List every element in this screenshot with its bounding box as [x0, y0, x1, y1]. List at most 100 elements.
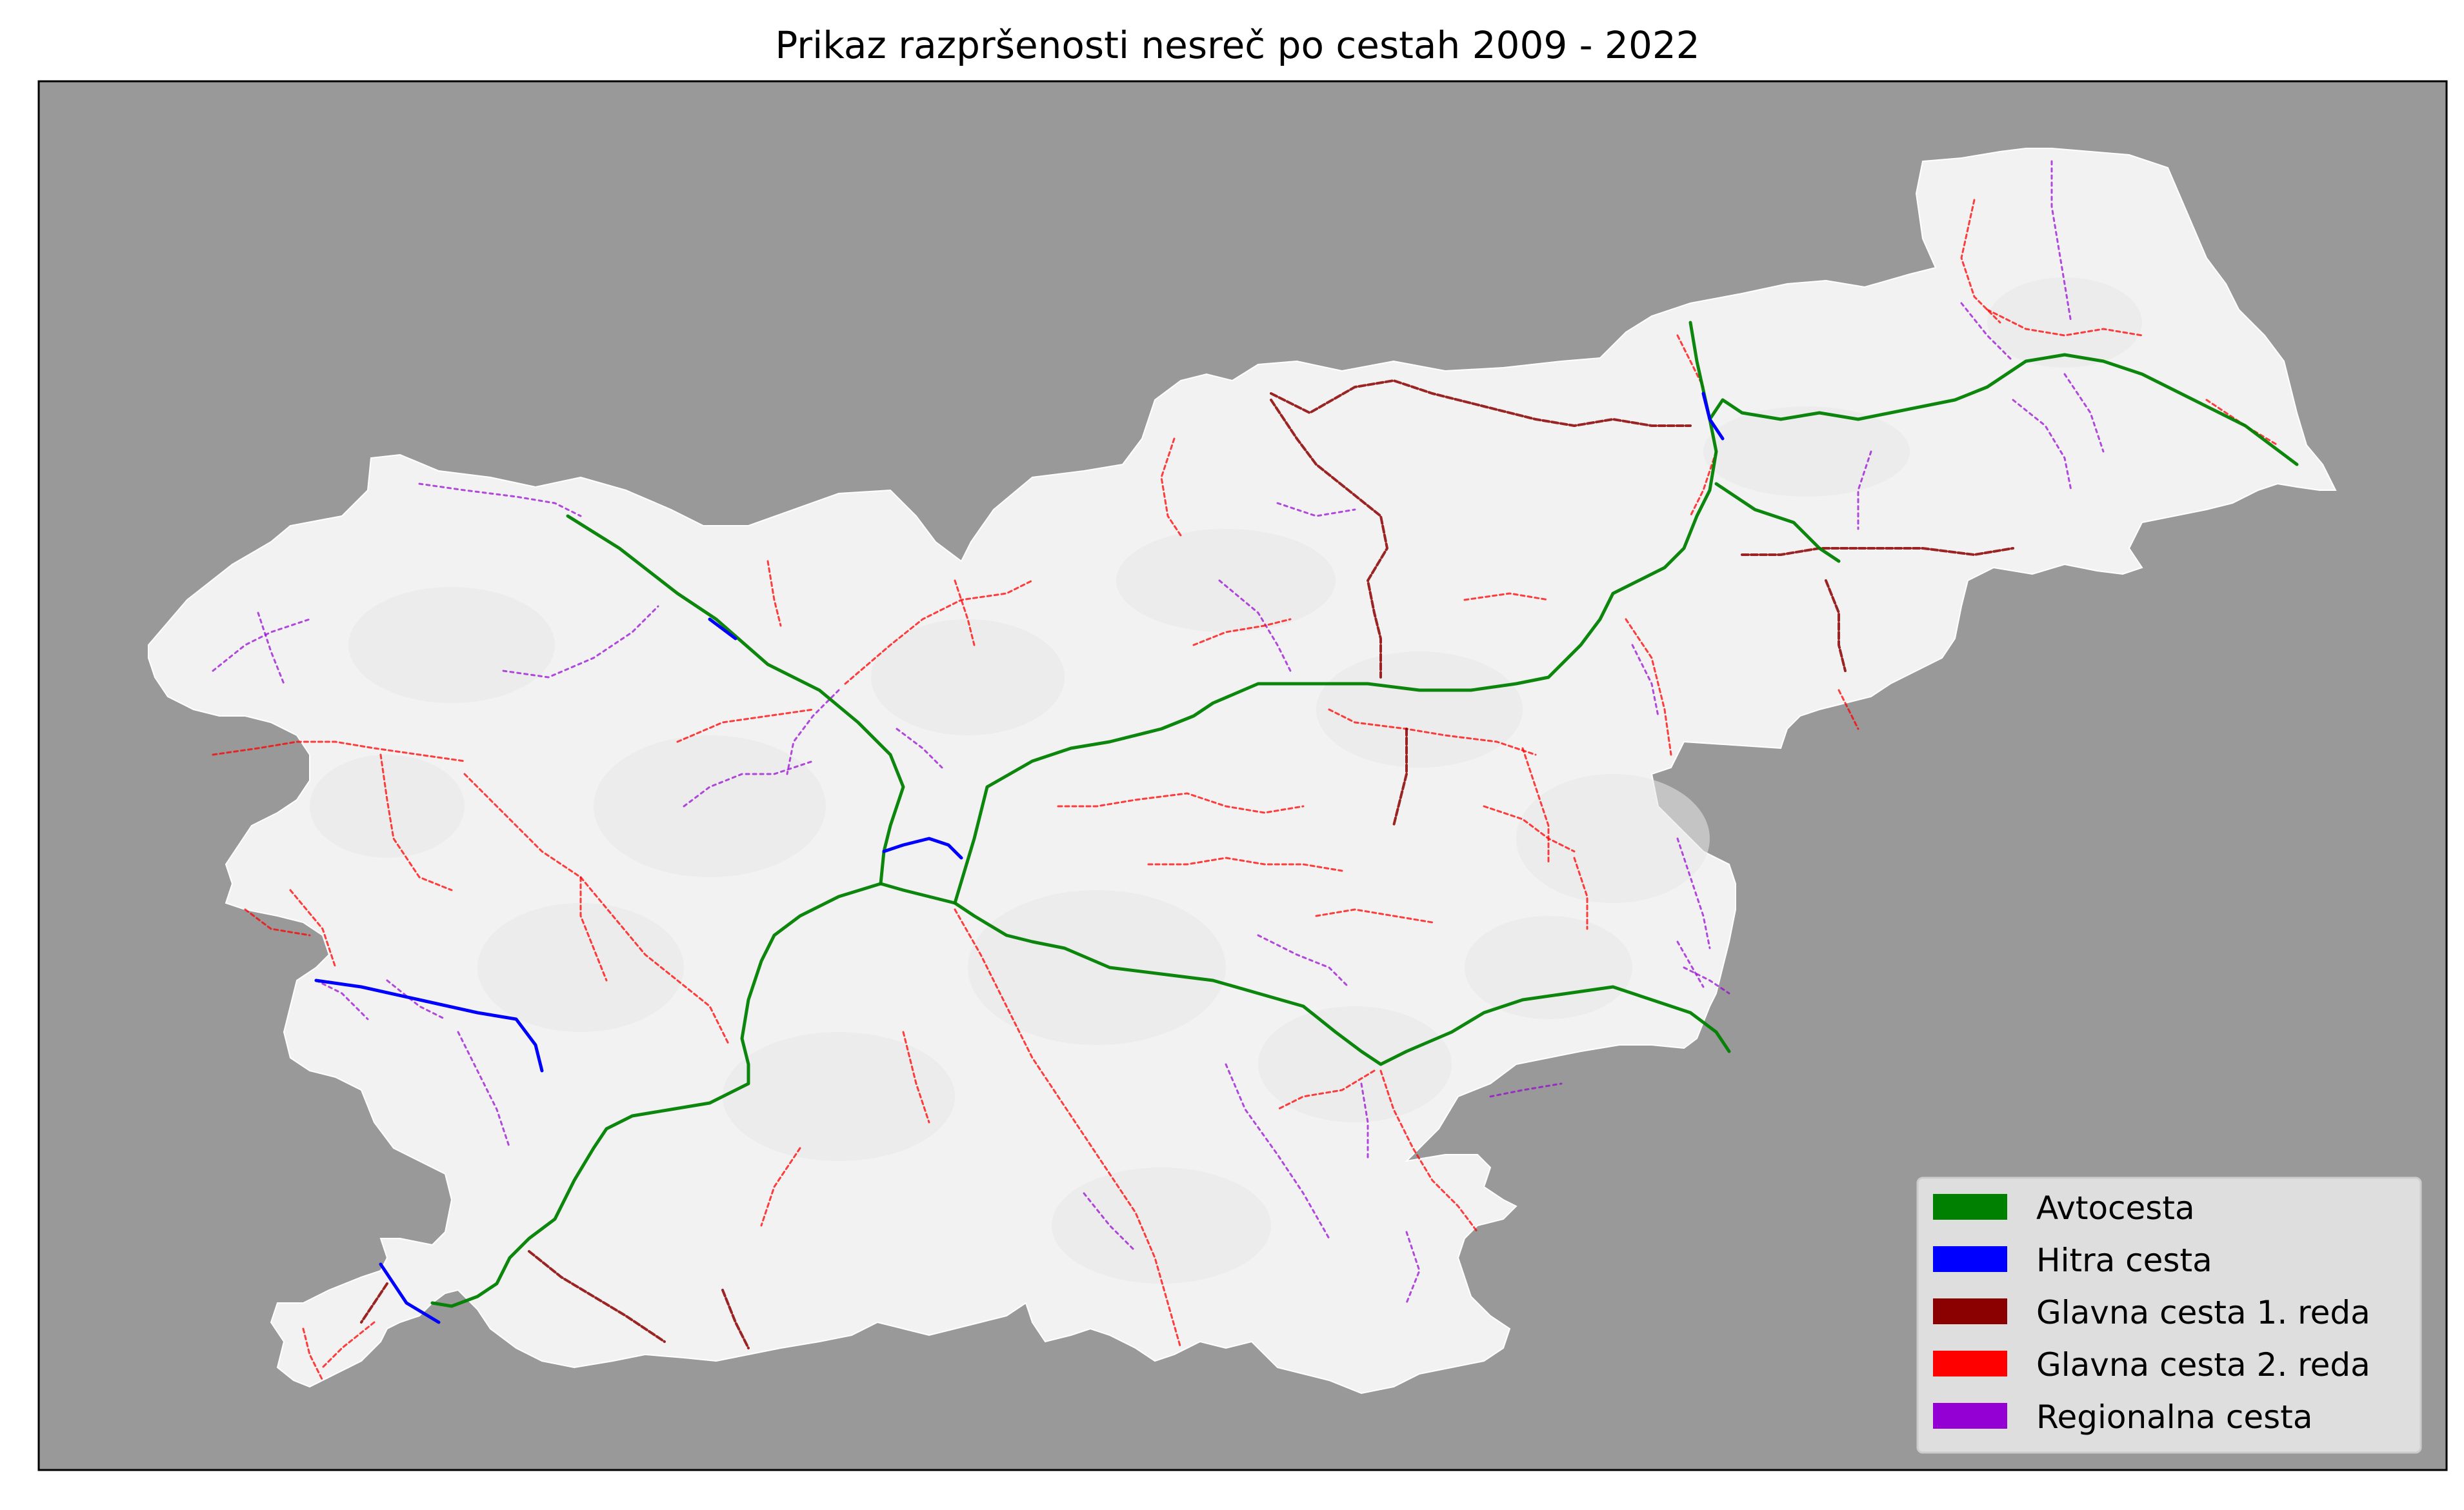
road-glavna2 — [1676, 334, 1705, 388]
road-regionalna — [1257, 934, 1350, 988]
shade-region — [1052, 1167, 1271, 1284]
road-glavna2 — [289, 889, 337, 969]
legend-label-glavna-cesta-1: Glavna cesta 1. reda — [2036, 1294, 2370, 1331]
legend-label-hitra-cesta: Hitra cesta — [2036, 1242, 2212, 1279]
road-glavna2 — [902, 1031, 930, 1124]
road-regionalna — [1276, 502, 1356, 517]
road-glavna2 — [1147, 857, 1343, 872]
legend-swatch-glavna-cesta-1 — [1933, 1298, 2007, 1324]
shade-region — [1703, 406, 1910, 497]
road-regionalna — [1083, 1192, 1137, 1253]
road-glavna2 — [212, 740, 466, 762]
road-hitra — [1701, 392, 1725, 441]
road-glavna2 — [844, 579, 1034, 685]
road-regionalna — [1218, 579, 1292, 672]
legend-box — [1916, 1177, 2422, 1454]
road-regionalna — [1489, 1082, 1563, 1098]
road-glavna2 — [954, 579, 976, 646]
road-glavna2 — [1625, 618, 1672, 756]
road-hitra — [708, 617, 737, 641]
legend-label-regionalna-cesta: Regionalna cesta — [2036, 1398, 2312, 1436]
road-regionalna — [1857, 450, 1872, 530]
road-glavna2 — [1960, 199, 2001, 324]
road-glavna1 — [721, 1289, 750, 1349]
road-hitra — [314, 979, 544, 1073]
road-network — [212, 160, 2299, 1382]
road-regionalna — [2063, 373, 2105, 453]
road-glavna2 — [579, 876, 608, 982]
road-glavna2 — [1689, 450, 1718, 517]
shade-region — [871, 619, 1065, 735]
shade-region — [477, 903, 684, 1032]
road-regionalna — [315, 979, 369, 1020]
road-glavna2 — [1986, 308, 2143, 337]
road-glavna2 — [1160, 437, 1182, 537]
road-glavna2 — [1192, 618, 1292, 646]
road-glavna2 — [1276, 1069, 1376, 1111]
road-glavna2 — [1838, 689, 1859, 730]
road-glavna2 — [1483, 805, 1576, 853]
road-glavna2 — [1379, 1069, 1479, 1233]
road-regionalna — [1676, 837, 1711, 949]
road-regionalna — [1631, 644, 1659, 717]
road-regionalna — [386, 979, 446, 1020]
legend-label-avtocesta: Avtocesta — [2036, 1189, 2195, 1227]
road-regionalna — [502, 605, 659, 679]
road-regionalna — [257, 611, 285, 685]
road-glavna2 — [1463, 592, 1550, 601]
road-glavna2 — [1521, 747, 1550, 866]
road-regionalna — [1676, 940, 1705, 988]
road-avtocesta — [566, 514, 1731, 1066]
road-regionalna — [1360, 1082, 1369, 1162]
shade-region — [1987, 277, 2142, 368]
road-hitra — [379, 1262, 441, 1324]
road-glavna2 — [760, 1147, 801, 1227]
shade-region — [1316, 651, 1523, 768]
road-regionalna — [1683, 966, 1730, 995]
road-glavna2 — [302, 1327, 324, 1382]
legend-swatch-glavna-cesta-2 — [1933, 1351, 2007, 1376]
road-regionalna — [2050, 160, 2072, 324]
legend-swatch-regionalna-cesta — [1933, 1403, 2007, 1429]
road-glavna2 — [244, 908, 311, 937]
road-regionalna — [786, 689, 840, 775]
shade-region — [723, 1032, 955, 1161]
road-glavna2 — [379, 753, 453, 891]
shade-region — [1258, 1006, 1452, 1122]
road-regionalna — [1405, 1231, 1421, 1304]
road-regionalna — [1960, 302, 2014, 363]
legend-swatch-avtocesta — [1933, 1194, 2007, 1220]
road-avtocesta — [1714, 482, 1841, 563]
road-glavna1 — [1270, 399, 1388, 679]
legend-swatch-hitra-cesta — [1933, 1246, 2007, 1272]
shade-region — [348, 587, 555, 703]
road-regionalna — [212, 618, 311, 672]
road-glavna1 — [1741, 547, 2014, 556]
road-glavna1 — [360, 1282, 388, 1324]
shade-region — [1465, 916, 1632, 1019]
road-regionalna — [683, 760, 814, 808]
shade-region — [968, 890, 1226, 1045]
legend-label-glavna-cesta-2: Glavna cesta 2. reda — [2036, 1346, 2370, 1384]
road-glavna2 — [1315, 908, 1434, 924]
road-glavna2 — [321, 1321, 376, 1369]
road-glavna1 — [1392, 728, 1408, 827]
road-glavna1 — [1270, 379, 1692, 427]
road-regionalna — [457, 1031, 511, 1149]
map-legend: Avtocesta Hitra cesta Glavna cesta 1. re… — [1916, 1177, 2422, 1454]
shade-region — [594, 735, 826, 877]
municipality-shading — [310, 277, 2142, 1284]
shade-region — [310, 755, 465, 858]
road-hitra — [882, 837, 963, 860]
shade-region — [1116, 529, 1336, 632]
road-avtocesta — [430, 882, 883, 1308]
road-glavna2 — [463, 773, 730, 1046]
road-glavna2 — [1328, 708, 1537, 756]
road-glavna2 — [676, 708, 814, 743]
road-glavna1 — [1825, 579, 1847, 672]
road-glavna1 — [528, 1250, 666, 1343]
road-regionalna — [418, 482, 582, 517]
road-glavna2 — [1057, 792, 1305, 814]
road-glavna2 — [954, 908, 1182, 1349]
